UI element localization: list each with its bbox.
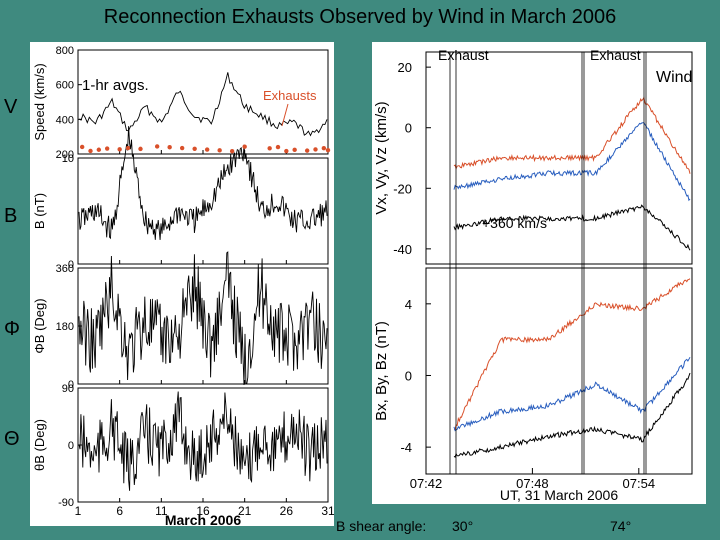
- left-xtick-label: 21: [238, 504, 252, 518]
- exhaust-marker: [267, 146, 272, 151]
- left-theta-frame: [77, 387, 329, 503]
- shear-angle-value-1: 30°: [452, 518, 474, 534]
- right-xtick-label: 07:48: [516, 476, 549, 491]
- right-field-series-bz: [453, 372, 691, 458]
- right-field-series-bx: [453, 278, 691, 431]
- left-speed-ytick-label: 800: [56, 45, 74, 57]
- exhaust-marker: [88, 148, 93, 154]
- left-theta-ytick-label: -90: [58, 497, 74, 509]
- left-speed-ylabel: Speed (km/s): [32, 63, 47, 140]
- annotation-exhaust-1: Exhaust: [438, 47, 489, 63]
- right-field-frame: [425, 267, 693, 475]
- right-xtick-label: 07:54: [623, 476, 656, 491]
- left-phi-ytick-label: 180: [56, 321, 74, 333]
- right-xtick-label: 07:42: [410, 476, 443, 491]
- left-xtick-label: 6: [116, 504, 123, 518]
- annotation-1hr-avgs: 1-hr avgs.: [82, 77, 149, 94]
- side-label-v: V: [4, 96, 18, 118]
- exhaust-marker: [242, 144, 247, 149]
- left-b-ytick-label: 0: [68, 259, 74, 271]
- shear-angle-label: B shear angle:: [336, 518, 427, 534]
- right-field-ytick-label: 4: [405, 297, 412, 312]
- exhaust-marker: [179, 145, 185, 151]
- left-b-series-line: [78, 126, 328, 240]
- exhaust-marker: [167, 145, 172, 150]
- annotation-exhausts-arrow: [281, 103, 289, 127]
- exhaust-marker: [325, 147, 331, 153]
- annotation-exhaust-2: Exhaust: [590, 47, 641, 63]
- left-xtick-label: 11: [155, 504, 168, 518]
- annotation-wind: Wind: [656, 69, 692, 86]
- right-velocity-frame: [425, 51, 693, 265]
- exhaust-marker: [284, 148, 289, 154]
- left-theta-ylabel: θB (Deg): [32, 419, 47, 471]
- exhaust-marker: [313, 147, 318, 152]
- left-xlabel: March 2006: [165, 512, 241, 526]
- side-label-theta: Θ: [4, 428, 20, 450]
- exhaust-marker: [217, 148, 222, 153]
- left-speed-ytick-label: 400: [56, 114, 74, 126]
- left-theta-ytick-label: 0: [68, 440, 74, 452]
- exhaust-marker: [154, 144, 160, 149]
- left-xtick-label: 1: [75, 504, 82, 518]
- left-phi-ytick-label: 360: [56, 263, 74, 275]
- left-b-ytick-label: 10: [62, 153, 74, 165]
- right-field-ylabel: Bx, By, Bz (nT): [373, 321, 390, 421]
- right-field-ytick-label: -4: [400, 440, 412, 455]
- right-velocity-ytick-label: -40: [393, 242, 412, 257]
- exhaust-marker: [138, 146, 143, 152]
- exhaust-marker: [321, 145, 327, 151]
- exhaust-marker: [304, 148, 310, 153]
- left-xtick-label: 31: [321, 504, 334, 518]
- exhaust-marker: [192, 146, 197, 151]
- exhaust-marker: [229, 148, 235, 154]
- exhaust-marker: [104, 146, 110, 151]
- left-speed-ytick-label: 200: [56, 149, 74, 161]
- exhaust-marker: [204, 147, 210, 152]
- left-b-ylabel: B (nT): [32, 193, 47, 229]
- side-label-phi: Φ: [4, 318, 20, 340]
- right-figure-background: [372, 42, 706, 504]
- right-velocity-ytick-label: 0: [405, 121, 412, 136]
- right-velocity-series-vy: [453, 122, 691, 202]
- exhaust-marker: [96, 147, 102, 152]
- left-speed-ytick-label: 600: [56, 80, 74, 92]
- exhaust-marker: [125, 145, 131, 151]
- left-phi-ylabel: ΦB (Deg): [32, 298, 47, 353]
- shear-angle-value-2: 74°: [610, 518, 632, 534]
- right-field-series-by: [453, 356, 691, 432]
- exhaust-marker: [79, 144, 85, 150]
- left-phi-ytick-label: 0: [68, 379, 74, 391]
- slide-title: Reconnection Exhausts Observed by Wind i…: [103, 6, 617, 28]
- exhaust-marker: [275, 144, 281, 150]
- right-field-ytick-label: 0: [405, 368, 412, 383]
- right-velocity-series-vx: [453, 96, 691, 174]
- left-speed-series-line: [78, 72, 328, 137]
- left-theta-ytick-label: 90: [62, 383, 74, 395]
- left-phi-series-line: [78, 251, 328, 386]
- exhaust-marker: [117, 147, 122, 152]
- right-velocity-ylabel: Vx, Vy, Vz (km/s): [373, 101, 390, 214]
- left-theta-series-line: [78, 391, 328, 491]
- right-velocity-ytick-label: 20: [398, 60, 412, 75]
- exhaust-marker: [292, 147, 297, 153]
- side-label-b: B: [4, 205, 18, 227]
- annotation-offset: +360 km/s: [482, 215, 547, 231]
- left-xtick-label: 16: [196, 504, 210, 518]
- left-xtick-label: 26: [280, 504, 294, 518]
- annotation-exhausts: Exhausts: [263, 88, 317, 103]
- right-xlabel: UT, 31 March 2006: [500, 487, 618, 503]
- right-velocity-ytick-label: -20: [393, 181, 412, 196]
- right-velocity-series-vz: [453, 204, 691, 251]
